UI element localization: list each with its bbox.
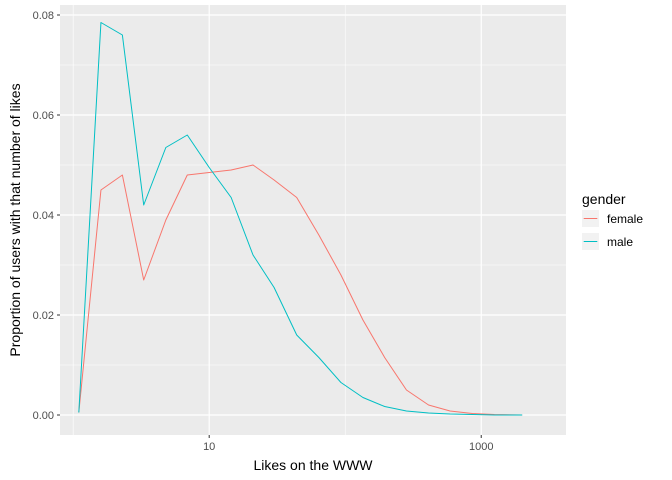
x-tick-label: 10	[203, 441, 215, 453]
y-axis-title: Proportion of users with that number of …	[7, 83, 23, 356]
y-tick-label: 0.08	[33, 10, 54, 22]
series-line-female	[78, 164, 523, 416]
series-lines	[78, 22, 523, 416]
y-tick-label: 0.02	[33, 310, 54, 322]
x-axis-title: Likes on the WWW	[253, 457, 373, 473]
plot-panel	[60, 5, 566, 435]
x-tick-label: 1000	[469, 441, 493, 453]
legend-label-male: male	[607, 235, 633, 249]
y-axis-ticks: 0.00 0.02 0.04 0.06 0.08	[33, 10, 60, 422]
legend-title: gender	[582, 191, 626, 207]
y-tick-label: 0.04	[33, 210, 54, 222]
series-line-male	[78, 22, 523, 416]
legend-label-female: female	[607, 212, 643, 226]
major-gridlines	[60, 5, 566, 435]
y-tick-label: 0.06	[33, 110, 54, 122]
y-tick-label: 0.00	[33, 410, 54, 422]
legend: gender female male	[582, 191, 643, 250]
minor-gridlines	[60, 5, 566, 435]
x-axis-ticks: 10 1000	[203, 435, 493, 453]
